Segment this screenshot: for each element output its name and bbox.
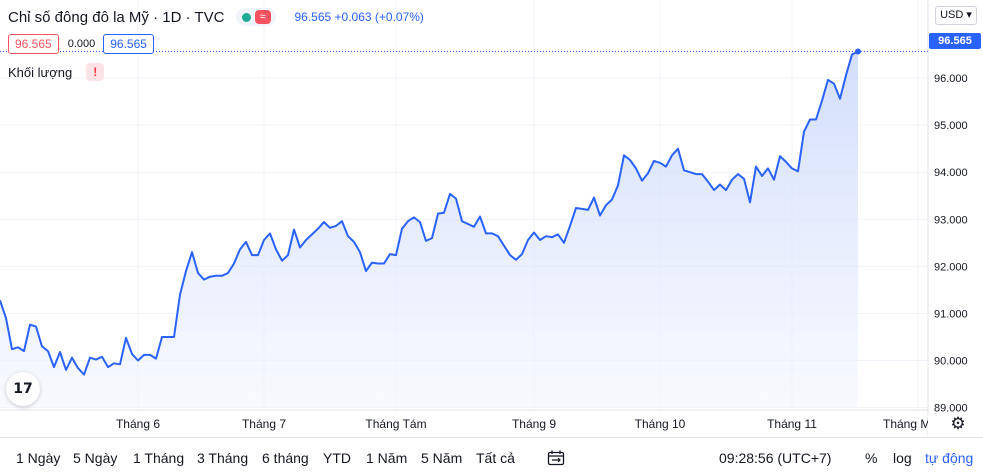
x-tick-label: Tháng 11 bbox=[767, 417, 817, 431]
y-tick-label: 92.000 bbox=[934, 261, 968, 273]
log-toggle[interactable]: log bbox=[893, 450, 912, 466]
x-tick-label: Tháng 7 bbox=[242, 417, 286, 431]
price-change: 96.565 +0.063 (+0.07%) bbox=[294, 10, 424, 24]
spread-value: 0.000 bbox=[67, 38, 96, 50]
y-tick-label: 89.000 bbox=[934, 403, 968, 415]
range-button-5y[interactable]: 5 Năm bbox=[421, 450, 463, 466]
y-tick-label: 91.000 bbox=[934, 308, 968, 320]
market-status-pill[interactable]: ≈ bbox=[236, 8, 277, 26]
quote-row: 96.565 0.000 96.565 bbox=[8, 34, 154, 54]
axis-corner bbox=[928, 414, 983, 436]
volume-label[interactable]: Khối lượng bbox=[8, 64, 73, 80]
price-area-fill bbox=[0, 51, 858, 408]
symbol-title[interactable]: Chỉ số đông đô la Mỹ · 1D · TVC bbox=[8, 8, 225, 26]
range-button-5d[interactable]: 5 Ngày bbox=[73, 450, 118, 466]
range-button-1d[interactable]: 1 Ngày bbox=[16, 450, 61, 466]
auto-scale-toggle[interactable]: tự động bbox=[925, 450, 974, 466]
range-button-1y[interactable]: 1 Năm bbox=[366, 450, 408, 466]
y-tick-label: 95.000 bbox=[934, 120, 968, 132]
settings-gear-icon[interactable]: ⚙ bbox=[950, 414, 966, 434]
x-tick-label: Tháng 10 bbox=[635, 417, 686, 431]
last-price-point bbox=[855, 48, 861, 55]
delayed-data-icon: ≈ bbox=[254, 10, 271, 24]
y-tick-label: 93.000 bbox=[934, 214, 968, 226]
chart-legend: Chỉ số đông đô la Mỹ · 1D · TVC ≈ 96.565… bbox=[8, 6, 424, 28]
y-tick-label: 96.000 bbox=[934, 73, 968, 85]
clock-time[interactable]: 09:28:56 (UTC+7) bbox=[719, 450, 832, 466]
warning-icon[interactable]: ! bbox=[86, 63, 105, 81]
percent-toggle[interactable]: % bbox=[865, 450, 878, 466]
range-button-6m[interactable]: 6 tháng bbox=[262, 450, 309, 466]
calendar-icon[interactable] bbox=[547, 450, 565, 466]
sell-price-box[interactable]: 96.565 bbox=[8, 34, 59, 54]
bottom-toolbar: 1 Ngày 5 Ngày 1 Tháng 3 Tháng 6 tháng YT… bbox=[0, 437, 983, 474]
volume-row: Khối lượng ! bbox=[8, 62, 105, 82]
last-price-tag: 96.565 bbox=[929, 33, 981, 49]
x-tick-label: Tháng 9 bbox=[512, 417, 556, 431]
x-tick-label: Tháng Tám bbox=[365, 417, 426, 431]
market-open-dot-icon bbox=[242, 12, 252, 22]
y-tick-label: 94.000 bbox=[934, 167, 968, 179]
price-series-line bbox=[0, 50, 859, 376]
range-button-1m[interactable]: 1 Tháng bbox=[133, 450, 185, 466]
range-button-3m[interactable]: 3 Tháng bbox=[197, 450, 249, 466]
currency-selector[interactable]: USD ▾ bbox=[935, 6, 977, 25]
tradingview-logo-icon[interactable]: 17 bbox=[6, 372, 40, 406]
x-tick-label: Tháng 6 bbox=[116, 417, 160, 431]
range-button-all[interactable]: Tất cả bbox=[476, 450, 515, 466]
range-button-ytd[interactable]: YTD bbox=[323, 450, 351, 466]
y-tick-label: 90.000 bbox=[934, 356, 968, 368]
buy-price-box[interactable]: 96.565 bbox=[103, 34, 154, 54]
